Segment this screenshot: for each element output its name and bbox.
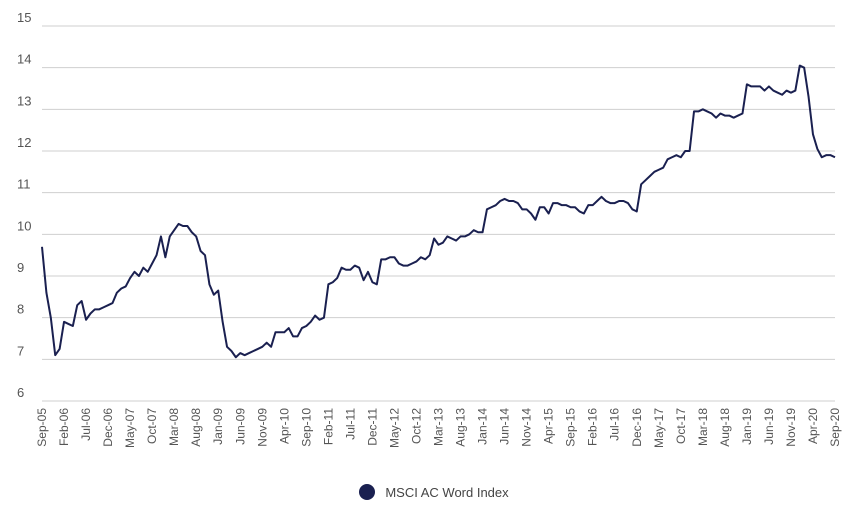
series-line-msci-ac-word-index bbox=[41, 64, 836, 359]
x-tick-label: Nov-09 bbox=[255, 408, 269, 447]
x-tick-label: Sep-20 bbox=[828, 408, 842, 447]
x-tick-label: Jun-09 bbox=[233, 408, 247, 445]
x-tick-label: Mar-18 bbox=[696, 408, 710, 446]
x-tick-label: Feb-16 bbox=[586, 408, 600, 446]
y-tick-label: 6 bbox=[17, 385, 24, 400]
x-axis-ticks: Sep-05 Feb-06 Jul-06 Dec-06 May-07 Oct-07 Mar-… bbox=[35, 408, 842, 448]
legend-marker bbox=[359, 484, 376, 500]
x-tick-label: May-07 bbox=[123, 408, 137, 448]
y-tick-label: 9 bbox=[17, 260, 24, 275]
y-tick-label: 13 bbox=[17, 93, 31, 108]
x-tick-label: Dec-11 bbox=[365, 408, 379, 446]
x-tick-label: Jul-11 bbox=[343, 408, 357, 440]
x-tick-label: Aug-18 bbox=[718, 408, 732, 447]
x-tick-label: Feb-06 bbox=[57, 408, 71, 446]
x-tick-label: Apr-20 bbox=[806, 408, 820, 444]
x-tick-label: Jan-14 bbox=[476, 408, 490, 445]
x-tick-label: Oct-17 bbox=[674, 408, 688, 444]
x-tick-label: Jan-09 bbox=[211, 408, 225, 445]
x-tick-label: Jan-19 bbox=[740, 408, 754, 445]
x-tick-label: Dec-06 bbox=[101, 408, 115, 447]
gridlines bbox=[42, 25, 835, 402]
x-tick-label: Jun-19 bbox=[762, 408, 776, 445]
x-tick-label: Feb-11 bbox=[321, 408, 335, 445]
x-tick-label: Mar-13 bbox=[432, 408, 446, 446]
y-tick-label: 14 bbox=[17, 52, 31, 67]
y-tick-label: 12 bbox=[17, 135, 31, 150]
x-tick-label: Sep-10 bbox=[299, 408, 313, 447]
x-tick-label: Oct-12 bbox=[409, 408, 423, 444]
x-tick-label: Oct-07 bbox=[145, 408, 159, 444]
x-tick-label: Aug-08 bbox=[189, 408, 203, 447]
y-tick-label: 7 bbox=[17, 343, 24, 358]
legend: MSCI AC Word Index bbox=[0, 481, 868, 503]
y-tick-label: 15 bbox=[17, 10, 31, 25]
x-tick-label: May-17 bbox=[652, 408, 666, 448]
x-tick-label: Dec-16 bbox=[630, 408, 644, 447]
legend-label: MSCI AC Word Index bbox=[385, 484, 509, 500]
y-axis-ticks: 6 7 8 9 10 11 12 13 14 15 bbox=[17, 10, 31, 400]
y-tick-label: 11 bbox=[17, 177, 31, 192]
x-tick-label: Apr-10 bbox=[277, 408, 291, 444]
y-tick-label: 8 bbox=[17, 302, 24, 317]
x-tick-label: Mar-08 bbox=[167, 408, 181, 446]
x-tick-label: Nov-14 bbox=[520, 408, 534, 447]
y-tick-label: 10 bbox=[17, 218, 31, 233]
x-tick-label: Sep-15 bbox=[564, 408, 578, 447]
x-tick-label: May-12 bbox=[387, 408, 401, 448]
series-group bbox=[41, 64, 836, 359]
x-tick-label: Sep-05 bbox=[35, 408, 49, 447]
x-tick-label: Nov-19 bbox=[784, 408, 798, 447]
x-tick-label: Jul-16 bbox=[608, 408, 622, 441]
x-tick-label: Aug-13 bbox=[454, 408, 468, 447]
x-tick-label: Jun-14 bbox=[498, 408, 512, 445]
x-tick-label: Jul-06 bbox=[79, 408, 93, 441]
x-tick-label: Apr-15 bbox=[542, 408, 556, 444]
